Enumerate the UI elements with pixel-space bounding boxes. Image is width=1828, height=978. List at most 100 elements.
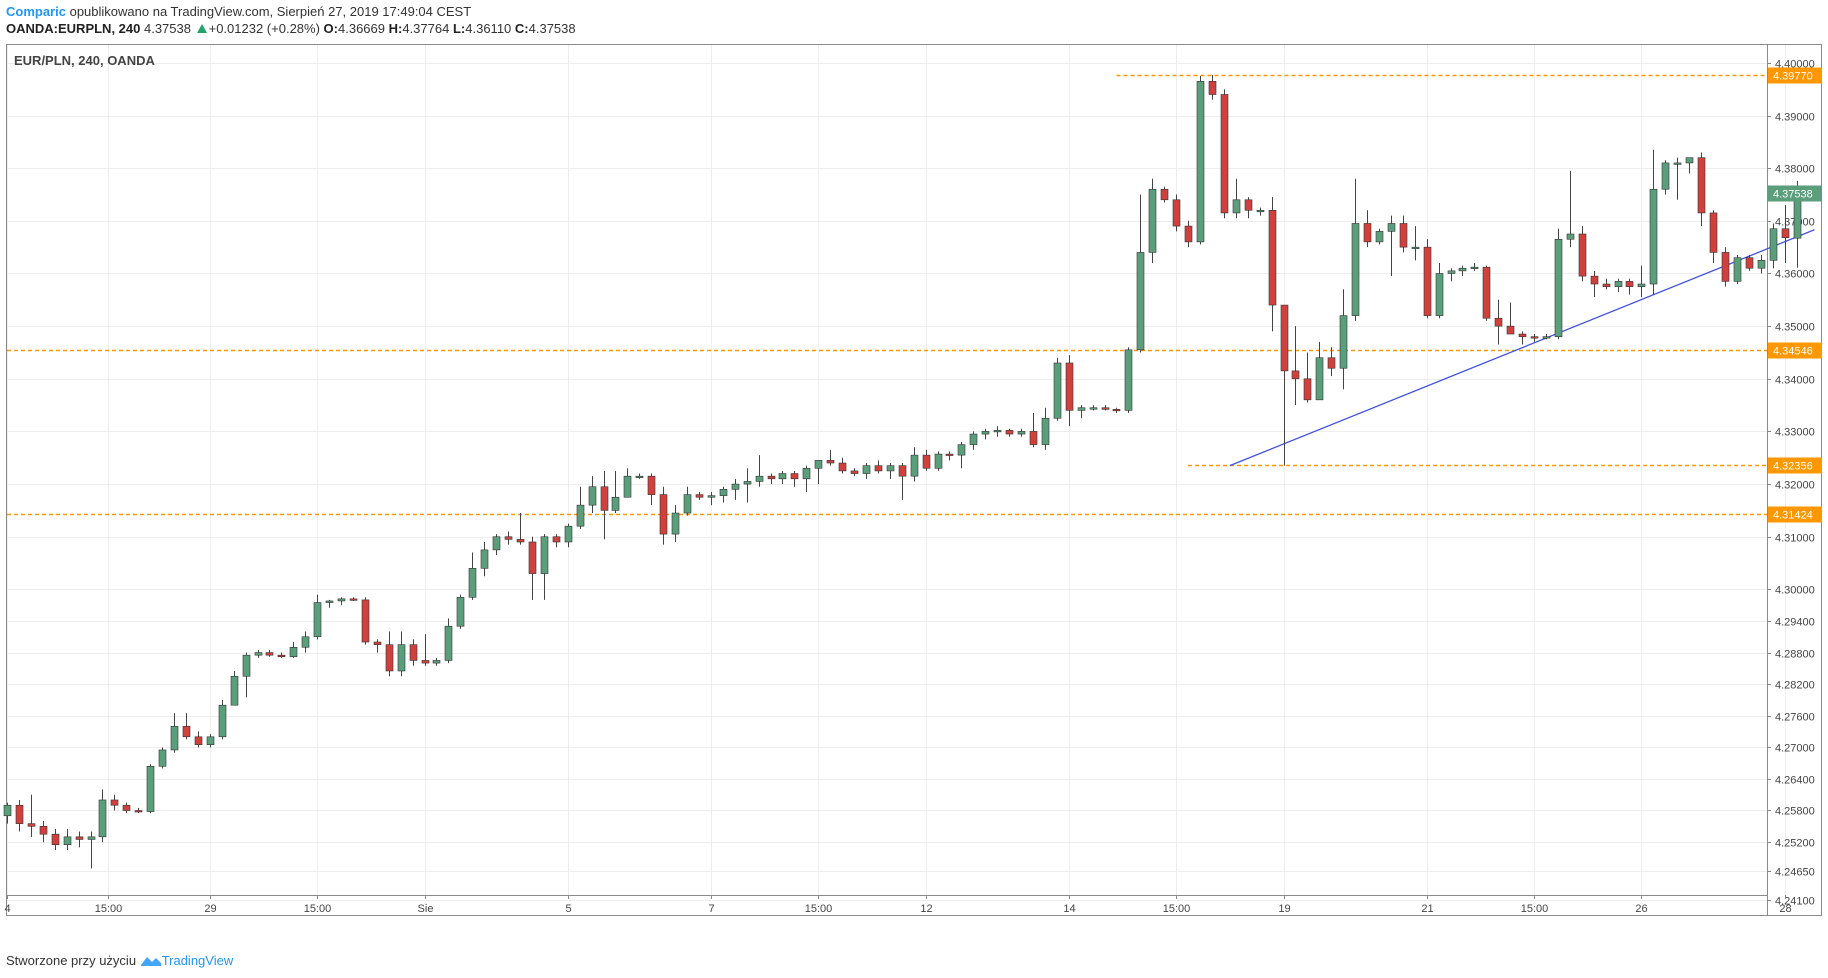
candle[interactable] bbox=[1172, 194, 1181, 232]
candle[interactable] bbox=[1184, 220, 1193, 248]
candle[interactable] bbox=[1327, 347, 1336, 377]
candle[interactable] bbox=[206, 734, 215, 748]
candle[interactable] bbox=[1053, 357, 1062, 421]
candle[interactable] bbox=[826, 449, 835, 466]
candle[interactable] bbox=[802, 465, 811, 492]
candle[interactable] bbox=[492, 534, 501, 556]
candle[interactable] bbox=[146, 764, 155, 814]
candle[interactable] bbox=[456, 594, 465, 629]
candle[interactable] bbox=[1625, 278, 1634, 295]
candle[interactable] bbox=[409, 639, 418, 666]
candle[interactable] bbox=[1256, 207, 1265, 216]
candle[interactable] bbox=[1315, 341, 1324, 401]
candle[interactable] bbox=[886, 463, 895, 479]
candle[interactable] bbox=[957, 441, 966, 469]
candle[interactable] bbox=[75, 831, 84, 848]
candle[interactable] bbox=[611, 470, 620, 514]
candle[interactable] bbox=[1590, 270, 1599, 298]
candle[interactable] bbox=[1435, 262, 1444, 319]
candle[interactable] bbox=[3, 802, 12, 824]
candle[interactable] bbox=[98, 789, 107, 843]
candle[interactable] bbox=[110, 794, 119, 811]
candle[interactable] bbox=[349, 597, 358, 601]
candle[interactable] bbox=[898, 463, 907, 500]
candle[interactable] bbox=[1757, 255, 1766, 274]
candle[interactable] bbox=[218, 699, 227, 740]
candle[interactable] bbox=[1339, 289, 1348, 390]
candle[interactable] bbox=[1745, 255, 1754, 271]
candle[interactable] bbox=[588, 476, 597, 514]
candle[interactable] bbox=[576, 486, 585, 529]
candle[interactable] bbox=[1101, 405, 1110, 411]
candle[interactable] bbox=[778, 470, 787, 485]
candle[interactable] bbox=[1661, 160, 1670, 195]
candle[interactable] bbox=[862, 463, 871, 479]
candle[interactable] bbox=[385, 631, 394, 677]
candle[interactable] bbox=[1220, 89, 1229, 219]
candle[interactable] bbox=[910, 447, 919, 482]
candle[interactable] bbox=[647, 473, 656, 506]
candle[interactable] bbox=[361, 597, 370, 645]
author-link[interactable]: Comparic bbox=[6, 4, 66, 19]
candle[interactable] bbox=[1375, 228, 1384, 245]
candle[interactable] bbox=[1017, 428, 1026, 437]
candle[interactable] bbox=[1208, 75, 1217, 100]
candle[interactable] bbox=[981, 428, 990, 440]
candle[interactable] bbox=[480, 541, 489, 577]
candle[interactable] bbox=[122, 802, 131, 814]
candle[interactable] bbox=[1614, 278, 1623, 292]
candle[interactable] bbox=[623, 468, 632, 498]
candle[interactable] bbox=[850, 468, 859, 477]
candle[interactable] bbox=[158, 747, 167, 769]
candle[interactable] bbox=[1351, 178, 1360, 321]
candle[interactable] bbox=[1160, 186, 1169, 203]
candle[interactable] bbox=[265, 649, 274, 657]
candle[interactable] bbox=[1721, 247, 1730, 287]
candle[interactable] bbox=[1554, 228, 1563, 340]
candle[interactable] bbox=[468, 552, 477, 600]
candle[interactable] bbox=[934, 451, 943, 471]
candle[interactable] bbox=[1697, 152, 1706, 227]
candle[interactable] bbox=[1148, 178, 1157, 263]
candle[interactable] bbox=[1506, 302, 1515, 335]
candle[interactable] bbox=[504, 531, 513, 545]
candle[interactable] bbox=[51, 828, 60, 850]
candle[interactable] bbox=[755, 455, 764, 487]
candle[interactable] bbox=[1041, 407, 1050, 450]
candle[interactable] bbox=[1363, 210, 1372, 248]
candle[interactable] bbox=[1769, 223, 1778, 269]
candle[interactable] bbox=[516, 513, 525, 545]
candle[interactable] bbox=[1673, 157, 1682, 200]
candle[interactable] bbox=[1566, 170, 1575, 248]
candle[interactable] bbox=[1244, 197, 1253, 219]
candle[interactable] bbox=[301, 631, 310, 653]
candle[interactable] bbox=[1124, 347, 1133, 414]
candle[interactable] bbox=[1709, 210, 1718, 263]
candle[interactable] bbox=[814, 460, 823, 485]
candle[interactable] bbox=[719, 486, 728, 503]
candle[interactable] bbox=[444, 618, 453, 664]
candle[interactable] bbox=[767, 473, 776, 485]
candle[interactable] bbox=[635, 473, 644, 479]
candle[interactable] bbox=[683, 486, 692, 516]
candle[interactable] bbox=[1518, 331, 1527, 345]
candle[interactable] bbox=[289, 642, 298, 658]
candle[interactable] bbox=[707, 491, 716, 506]
candle[interactable] bbox=[1005, 428, 1014, 437]
candle[interactable] bbox=[1291, 326, 1300, 406]
candle[interactable] bbox=[194, 731, 203, 748]
candle[interactable] bbox=[1685, 157, 1694, 174]
candle[interactable] bbox=[922, 449, 931, 471]
candle[interactable] bbox=[1781, 205, 1790, 263]
candle[interactable] bbox=[1399, 215, 1408, 253]
candle[interactable] bbox=[1077, 405, 1086, 419]
candle[interactable] bbox=[325, 599, 334, 608]
candle[interactable] bbox=[1411, 226, 1420, 261]
candle[interactable] bbox=[1089, 405, 1098, 411]
candle[interactable] bbox=[1649, 149, 1658, 295]
candle[interactable] bbox=[39, 821, 48, 843]
candle[interactable] bbox=[1578, 226, 1587, 282]
candle[interactable] bbox=[1602, 278, 1611, 290]
candle[interactable] bbox=[731, 478, 740, 500]
candle[interactable] bbox=[993, 426, 1002, 437]
